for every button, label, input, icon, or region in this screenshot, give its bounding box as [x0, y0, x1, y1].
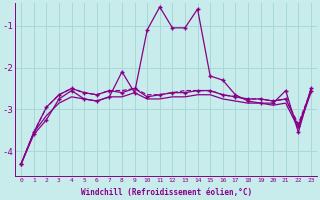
X-axis label: Windchill (Refroidissement éolien,°C): Windchill (Refroidissement éolien,°C): [81, 188, 252, 197]
